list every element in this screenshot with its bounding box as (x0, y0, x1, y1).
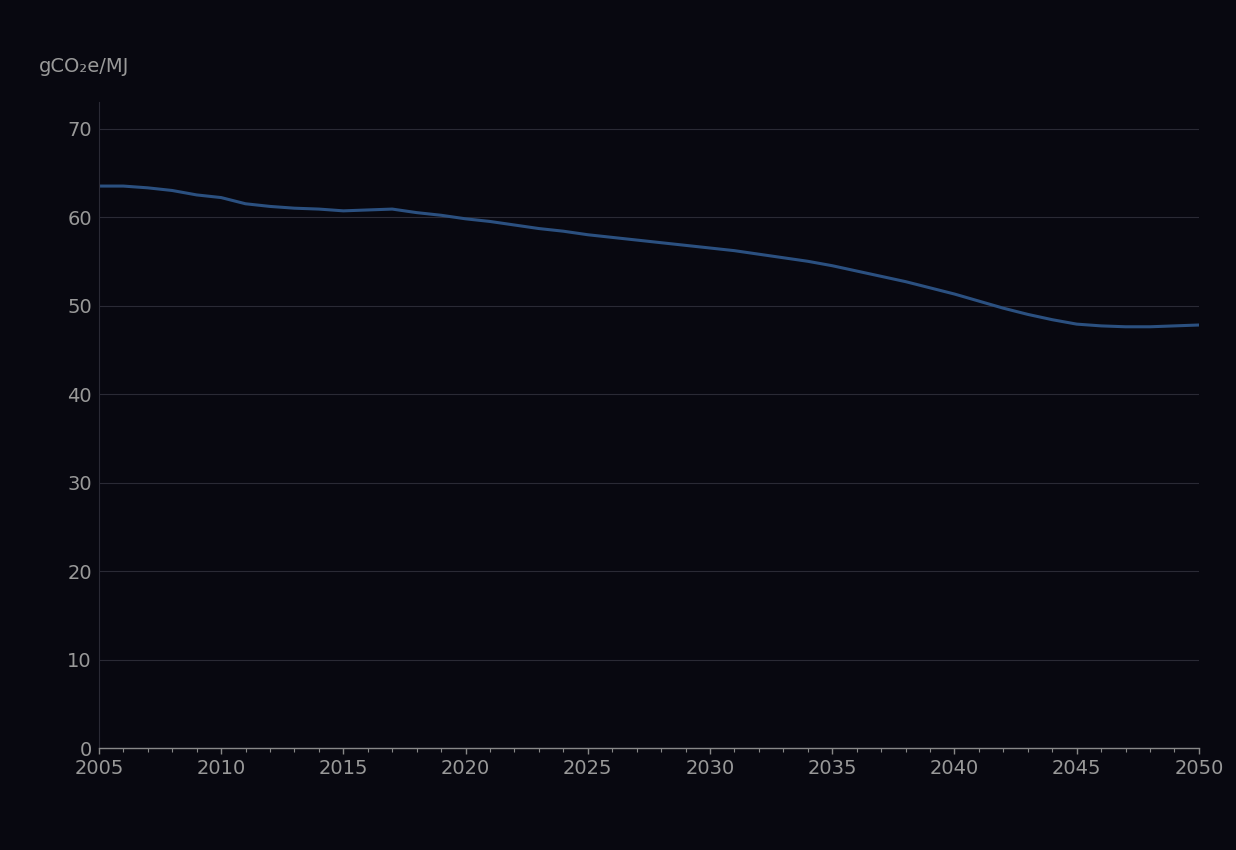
Text: gCO₂e/MJ: gCO₂e/MJ (38, 57, 129, 76)
